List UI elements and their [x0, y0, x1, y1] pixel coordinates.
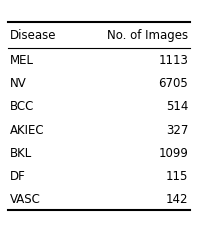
Text: BCC: BCC [10, 100, 34, 113]
Text: 115: 115 [166, 169, 188, 182]
Text: MEL: MEL [10, 54, 34, 66]
Text: BKL: BKL [10, 146, 32, 159]
Text: 1099: 1099 [158, 146, 188, 159]
Text: 142: 142 [166, 193, 188, 205]
Text: 327: 327 [166, 123, 188, 136]
Text: 514: 514 [166, 100, 188, 113]
Text: VASC: VASC [10, 193, 41, 205]
Text: No. of Images: No. of Images [107, 29, 188, 42]
Text: NV: NV [10, 77, 27, 90]
Text: 1113: 1113 [158, 54, 188, 66]
Text: DF: DF [10, 169, 26, 182]
Text: AKIEC: AKIEC [10, 123, 45, 136]
Text: 6705: 6705 [158, 77, 188, 90]
Text: Disease: Disease [10, 29, 56, 42]
